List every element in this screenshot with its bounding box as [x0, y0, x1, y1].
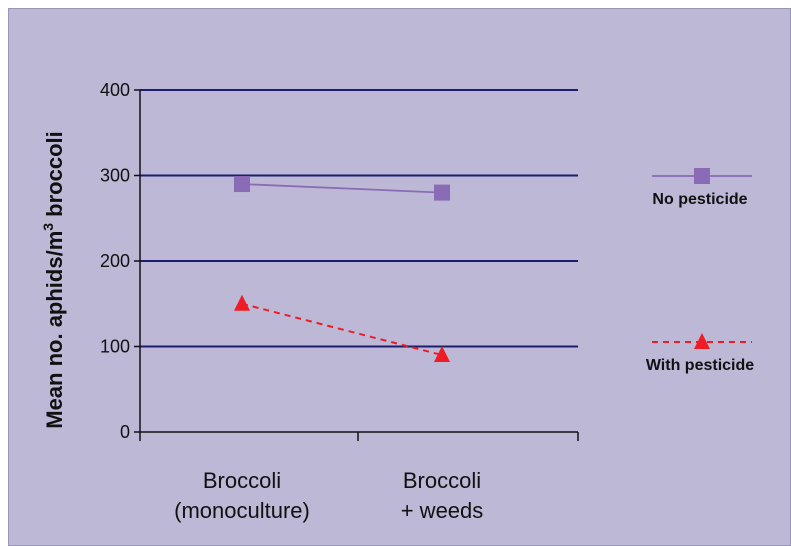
- series-line: [241, 183, 443, 194]
- y-tick-label: 400: [100, 80, 130, 100]
- legend-marker: [694, 168, 710, 184]
- legend-item: No pesticide: [652, 168, 752, 208]
- data-point-marker: [434, 346, 450, 363]
- series-lines: [241, 183, 443, 357]
- x-category-label: Broccoli (monoculture): [174, 468, 310, 523]
- series-line: [241, 302, 443, 357]
- chart-frame: [8, 8, 791, 546]
- legend: No pesticide With pesticide: [646, 168, 754, 374]
- y-tick-label: 300: [100, 166, 130, 186]
- x-category-label: Broccoli + weeds: [401, 468, 484, 523]
- legend-marker: [694, 333, 710, 349]
- y-tick-label: 200: [100, 251, 130, 271]
- data-point-marker: [234, 176, 250, 193]
- y-tick-labels: 0 100 200 300 400: [100, 80, 130, 442]
- axes: [139, 90, 579, 441]
- legend-item: With pesticide: [646, 333, 754, 374]
- gridlines: [134, 89, 578, 433]
- data-point-marker: [434, 184, 450, 201]
- y-tick-label: 100: [100, 337, 130, 357]
- y-axis-title: Mean no. aphids/m3 broccoli: [40, 131, 67, 429]
- legend-label: No pesticide: [652, 191, 747, 208]
- series-markers: [234, 176, 450, 363]
- legend-label: With pesticide: [646, 357, 754, 374]
- y-tick-label: 0: [120, 422, 130, 442]
- x-category-labels: Broccoli (monoculture) Broccoli + weeds: [174, 468, 483, 523]
- data-point-marker: [234, 294, 250, 311]
